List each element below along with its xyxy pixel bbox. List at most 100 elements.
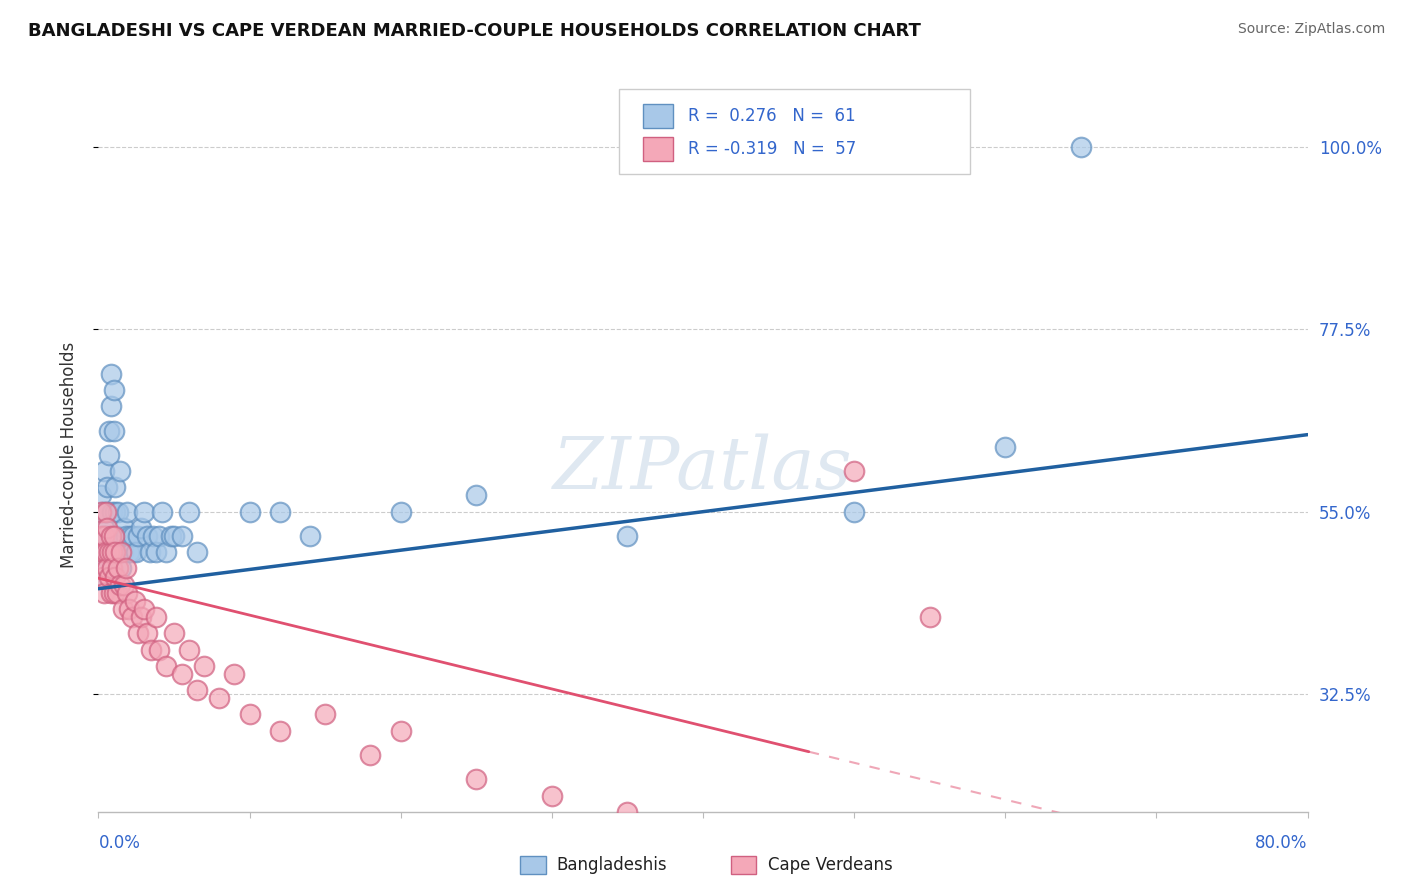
Text: 80.0%: 80.0% xyxy=(1256,834,1308,852)
Point xyxy=(155,658,177,673)
Text: Bangladeshis: Bangladeshis xyxy=(557,856,668,874)
Point xyxy=(89,569,111,583)
Point xyxy=(100,399,122,413)
Point xyxy=(100,586,122,600)
Point xyxy=(90,488,112,502)
Point xyxy=(186,545,208,559)
Point xyxy=(111,602,134,616)
Point xyxy=(299,529,322,543)
Point xyxy=(163,626,186,640)
Point xyxy=(844,464,866,478)
Point xyxy=(135,626,157,640)
Point xyxy=(96,521,118,535)
Text: Source: ZipAtlas.com: Source: ZipAtlas.com xyxy=(1237,22,1385,37)
Point xyxy=(100,529,122,543)
Text: 0.0%: 0.0% xyxy=(98,834,141,852)
Point xyxy=(98,448,121,462)
Point xyxy=(104,569,127,583)
Point xyxy=(465,488,488,502)
Point xyxy=(118,545,141,559)
Point xyxy=(141,642,163,657)
Point xyxy=(186,683,208,698)
Point xyxy=(91,545,114,559)
Point xyxy=(100,367,122,381)
Text: BANGLADESHI VS CAPE VERDEAN MARRIED-COUPLE HOUSEHOLDS CORRELATION CHART: BANGLADESHI VS CAPE VERDEAN MARRIED-COUP… xyxy=(28,22,921,40)
Point xyxy=(96,480,118,494)
Point xyxy=(239,505,262,519)
Point xyxy=(91,529,114,543)
Point xyxy=(91,561,114,575)
Point xyxy=(94,505,117,519)
Point xyxy=(139,545,162,559)
Point xyxy=(208,691,231,706)
Point xyxy=(101,545,124,559)
Point xyxy=(193,658,215,673)
Point xyxy=(101,561,124,575)
Point xyxy=(110,561,132,575)
Point xyxy=(170,666,193,681)
Point xyxy=(145,545,167,559)
Point xyxy=(1070,140,1092,154)
Point xyxy=(94,561,117,575)
Point xyxy=(94,529,117,543)
Text: ZIPatlas: ZIPatlas xyxy=(553,434,853,505)
Point xyxy=(105,529,128,543)
Point xyxy=(90,505,112,519)
Point xyxy=(115,586,138,600)
Point xyxy=(89,561,111,575)
Point xyxy=(96,561,118,575)
Point xyxy=(224,666,246,681)
Text: Cape Verdeans: Cape Verdeans xyxy=(768,856,893,874)
Point xyxy=(93,586,115,600)
Point xyxy=(389,505,412,519)
Point xyxy=(93,529,115,543)
Point xyxy=(112,577,135,591)
Point xyxy=(135,529,157,543)
Point xyxy=(115,505,138,519)
Point xyxy=(93,521,115,535)
Point xyxy=(179,505,201,519)
Point xyxy=(94,505,117,519)
Point xyxy=(129,610,152,624)
Point xyxy=(124,594,146,608)
Point xyxy=(160,529,183,543)
Point xyxy=(918,610,941,624)
Point xyxy=(103,383,125,397)
Point xyxy=(114,529,136,543)
Point xyxy=(104,545,127,559)
Point xyxy=(170,529,193,543)
Point xyxy=(155,545,177,559)
Point xyxy=(142,529,165,543)
Point xyxy=(148,529,170,543)
Point xyxy=(994,440,1017,454)
Point xyxy=(314,707,336,722)
Point xyxy=(121,545,143,559)
Point xyxy=(104,505,127,519)
Point xyxy=(122,529,145,543)
Point xyxy=(616,805,638,819)
Point xyxy=(389,723,412,738)
Point xyxy=(103,424,125,438)
Point xyxy=(108,577,131,591)
Y-axis label: Married-couple Households: Married-couple Households xyxy=(59,342,77,568)
Point xyxy=(93,545,115,559)
Point xyxy=(96,545,118,559)
Point xyxy=(148,642,170,657)
Point xyxy=(179,642,201,657)
Point xyxy=(360,747,382,762)
Point xyxy=(616,529,638,543)
Point xyxy=(91,505,114,519)
Point xyxy=(129,521,152,535)
Point xyxy=(94,545,117,559)
Point xyxy=(127,626,149,640)
Point xyxy=(145,610,167,624)
Point xyxy=(98,545,121,559)
Point xyxy=(132,602,155,616)
Point xyxy=(844,505,866,519)
Point xyxy=(540,789,562,803)
Point xyxy=(111,545,134,559)
Point xyxy=(269,505,291,519)
Point xyxy=(114,561,136,575)
Point xyxy=(132,505,155,519)
Point xyxy=(163,529,186,543)
